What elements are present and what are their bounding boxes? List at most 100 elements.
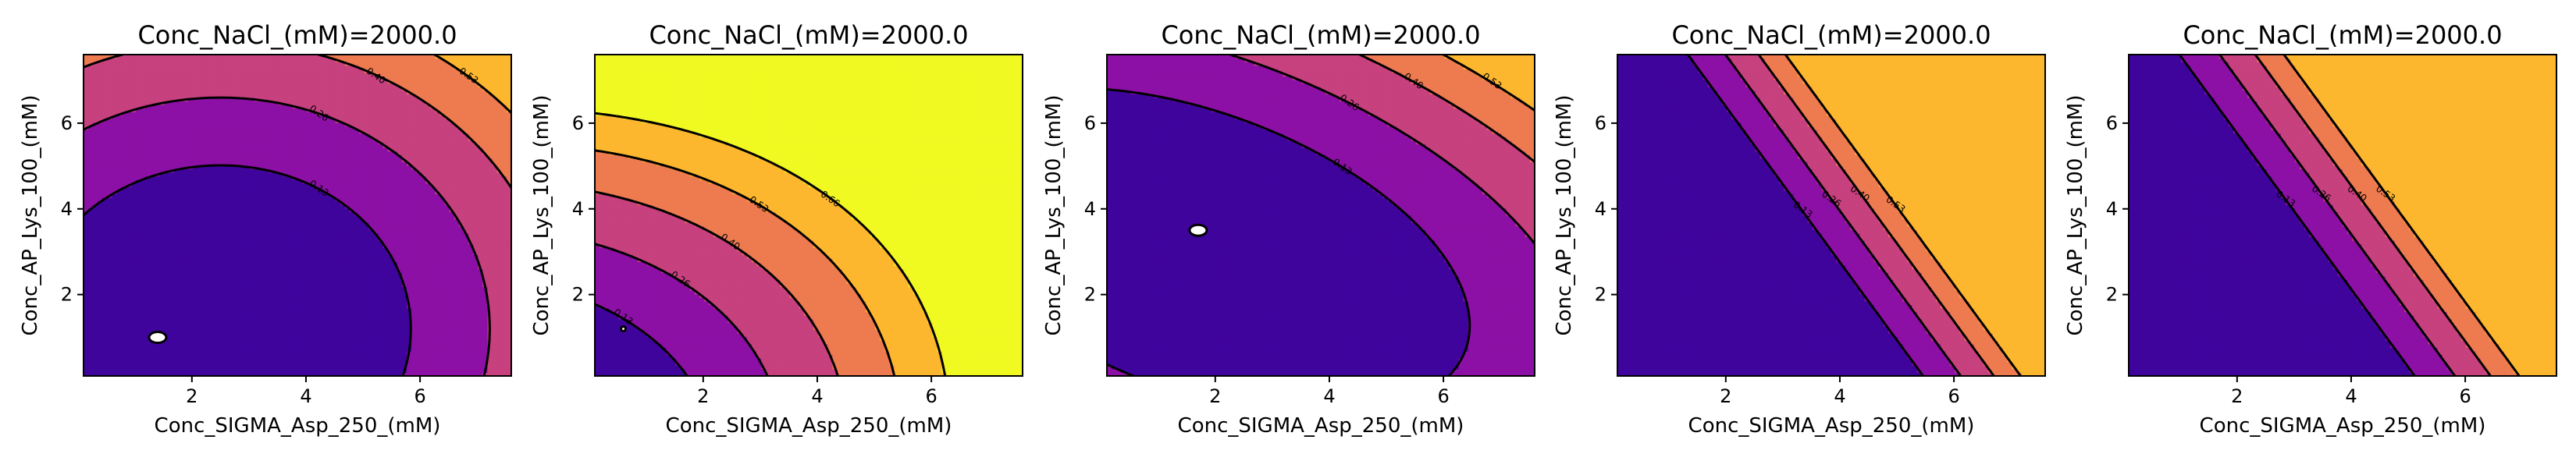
contour-cell — [193, 151, 198, 155]
contour-cell — [335, 265, 341, 270]
contour-cell — [235, 329, 241, 334]
contour-cell — [88, 343, 94, 348]
contour-cell — [88, 83, 94, 87]
contour-cell — [264, 129, 270, 134]
contour-cell — [292, 225, 298, 230]
contour-cell — [273, 207, 279, 213]
contour-cell — [197, 58, 203, 62]
contour-cell — [221, 151, 227, 155]
contour-cell — [207, 240, 212, 245]
contour-cell — [150, 133, 155, 137]
contour-cell — [321, 286, 327, 291]
contour-cell — [326, 261, 332, 266]
contour-cell — [340, 229, 346, 234]
contour-cell — [254, 347, 260, 352]
contour-cell — [240, 168, 246, 173]
contour-cell — [292, 190, 298, 195]
contour-cell — [116, 336, 123, 341]
contour-cell — [141, 243, 146, 248]
contour-cell — [240, 126, 246, 130]
contour-cell — [212, 290, 218, 295]
contour-cell — [150, 55, 155, 59]
contour-cell — [278, 136, 284, 141]
contour-cell — [88, 90, 94, 94]
contour-cell — [230, 218, 237, 223]
contour-cell — [340, 133, 346, 137]
contour-cell — [145, 329, 151, 334]
contour-cell — [250, 136, 255, 141]
contour-cell — [169, 76, 175, 80]
contour-cell — [126, 222, 132, 227]
contour-cell — [107, 333, 113, 338]
contour-cell — [292, 300, 298, 306]
contour-cell — [169, 286, 175, 291]
contour-cell — [250, 122, 255, 127]
contour-cell — [235, 115, 241, 119]
contour-cell — [116, 343, 123, 348]
contour-cell — [326, 108, 332, 112]
contour-cell — [297, 80, 303, 84]
contour-cell — [159, 282, 165, 288]
contour-cell — [307, 161, 312, 166]
contour-cell — [141, 83, 146, 87]
contour-cell — [240, 83, 246, 87]
contour-cell — [141, 315, 146, 320]
contour-cell — [226, 58, 232, 62]
contour-cell — [187, 197, 194, 202]
contour-cell — [235, 204, 241, 209]
contour-cell — [98, 247, 103, 252]
contour-cell — [116, 300, 123, 306]
contour-cell — [235, 186, 241, 191]
contour-cell — [264, 365, 270, 370]
contour-cell — [250, 72, 255, 77]
contour-cell — [287, 250, 294, 255]
contour-cell — [278, 350, 284, 356]
contour-cell — [216, 290, 222, 295]
contour-cell — [216, 172, 222, 177]
contour-cell — [116, 172, 123, 177]
contour-cell — [335, 115, 341, 119]
contour-cell — [235, 315, 241, 320]
contour-cell — [84, 115, 89, 119]
contour-cell — [212, 354, 218, 359]
contour-cell — [164, 297, 170, 302]
contour-cell — [259, 336, 265, 341]
contour-cell — [235, 272, 241, 277]
contour-cell — [335, 218, 341, 223]
contour-cell — [150, 286, 155, 291]
contour-cell — [112, 261, 118, 266]
contour-cell — [126, 129, 132, 134]
contour-cell — [250, 158, 255, 162]
contour-cell — [150, 90, 155, 94]
contour-cell — [145, 350, 151, 356]
contour-cell — [259, 311, 265, 316]
contour-cell — [269, 69, 275, 73]
contour-cell — [116, 140, 123, 145]
contour-cell — [93, 87, 98, 91]
contour-cell — [112, 200, 118, 205]
contour-cell — [321, 186, 327, 191]
contour-cell — [340, 340, 346, 345]
contour-cell — [178, 361, 184, 366]
contour-cell — [126, 250, 132, 255]
contour-cell — [207, 308, 212, 313]
contour-cell — [169, 290, 175, 295]
contour-cell — [254, 229, 260, 234]
contour-cell — [311, 129, 317, 134]
contour-cell — [273, 200, 279, 205]
contour-cell — [287, 55, 294, 59]
contour-cell — [102, 229, 109, 234]
contour-cell — [164, 136, 170, 141]
contour-cell — [330, 325, 336, 331]
contour-cell — [93, 286, 98, 291]
contour-cell — [307, 200, 312, 205]
contour-cell — [278, 58, 284, 62]
contour-cell — [178, 200, 184, 205]
contour-cell — [269, 257, 275, 263]
contour-cell — [197, 229, 203, 234]
contour-cell — [130, 65, 137, 69]
contour-cell — [326, 158, 332, 162]
contour-cell — [216, 204, 222, 209]
contour-cell — [273, 265, 279, 270]
contour-cell — [116, 76, 123, 80]
